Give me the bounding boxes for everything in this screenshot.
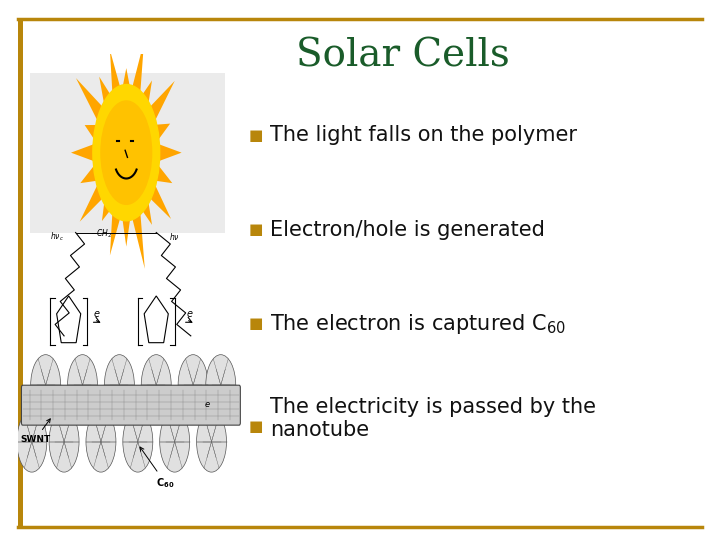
Text: ■: ■: [248, 222, 263, 237]
Circle shape: [17, 411, 47, 472]
Circle shape: [178, 355, 208, 416]
Polygon shape: [71, 41, 181, 269]
Text: $-CH_2-$: $-CH_2-$: [91, 227, 121, 240]
Bar: [18, 19, 23, 526]
Text: $\mathbf{C_{60}}$: $\mathbf{C_{60}}$: [140, 447, 175, 490]
Circle shape: [160, 411, 189, 472]
Circle shape: [141, 355, 171, 416]
Circle shape: [101, 101, 152, 204]
Text: The light falls on the polymer: The light falls on the polymer: [270, 125, 577, 145]
Text: $h\nu_c$: $h\nu_c$: [50, 231, 64, 243]
FancyBboxPatch shape: [22, 385, 240, 425]
Text: The electricity is passed by the
nanotube: The electricity is passed by the nanotub…: [270, 397, 596, 440]
Circle shape: [93, 85, 160, 221]
Text: e: e: [186, 309, 192, 319]
Circle shape: [123, 411, 153, 472]
Text: Solar Cells: Solar Cells: [297, 38, 510, 75]
Circle shape: [49, 411, 79, 472]
Circle shape: [206, 355, 235, 416]
Text: SWNT: SWNT: [20, 419, 50, 443]
Circle shape: [86, 411, 116, 472]
Text: Electron/hole is generated: Electron/hole is generated: [270, 219, 545, 240]
Circle shape: [104, 355, 135, 416]
Text: e: e: [94, 309, 100, 319]
Text: ■: ■: [248, 127, 263, 143]
Text: The electron is captured C$_{60}$: The electron is captured C$_{60}$: [270, 312, 566, 336]
Circle shape: [197, 411, 227, 472]
FancyBboxPatch shape: [30, 73, 225, 233]
Text: $h\nu$: $h\nu$: [169, 231, 180, 241]
Circle shape: [31, 355, 60, 416]
Circle shape: [68, 355, 97, 416]
Text: ■: ■: [248, 419, 263, 434]
Text: ■: ■: [248, 316, 263, 332]
Text: e: e: [204, 401, 210, 409]
